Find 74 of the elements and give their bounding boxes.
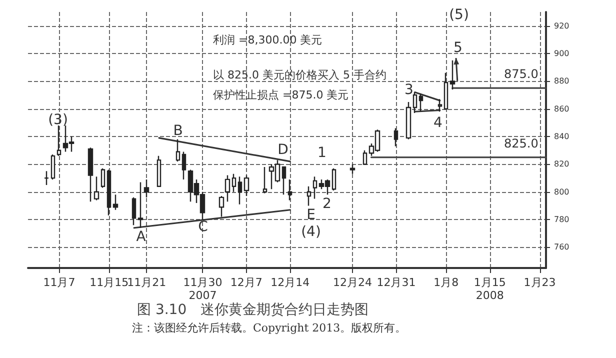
annotation: (5) [449, 7, 469, 23]
x-tick-label: 12月24 [333, 276, 372, 289]
series-label: 875.0 [504, 67, 538, 82]
annotation: E [306, 207, 316, 223]
y-tick-label: 820 [554, 160, 570, 169]
candlestick [94, 176, 100, 201]
candlestick [156, 155, 162, 187]
candlestick [238, 176, 242, 205]
x-tick-label: 12月7 [230, 276, 262, 289]
annotation: 2 [322, 196, 332, 212]
x-tick-label: 1月15 2008 [474, 276, 506, 302]
candlestick [362, 150, 368, 165]
x-tick-label: 11月7 [43, 276, 76, 289]
annotation: 4 [434, 115, 443, 131]
candlestick [224, 174, 230, 202]
candlestick [306, 186, 312, 206]
x-tick-label: 1月23 [524, 276, 556, 289]
y-tick-label: 900 [554, 49, 570, 58]
candlestick [232, 173, 236, 192]
candlestick [350, 164, 356, 175]
candlestick [112, 194, 118, 210]
candlestick [176, 138, 180, 162]
y-tick-label: 840 [554, 132, 570, 142]
candlestick [44, 170, 50, 186]
x-tick-label: 12月14 [270, 276, 310, 289]
x-tick-label: 1月8 [434, 276, 459, 289]
annotation: 5 [454, 40, 462, 56]
text: 图 3.10 迷你黄金期货合约日走势图 [137, 302, 369, 318]
candlestick [56, 124, 62, 157]
y-tick-label: 920 [554, 21, 570, 30]
candlestick [262, 166, 268, 194]
x-tick-label: 11月30 2007 [183, 276, 222, 302]
candlestick [394, 128, 398, 147]
candlestick [50, 154, 56, 180]
x-tick-label: 12月31 [376, 276, 416, 289]
annotation: 利润 =8,300.00 美元 [213, 34, 322, 46]
annotation: (3) [48, 112, 68, 128]
y-tick-label: 760 [554, 242, 570, 252]
candlestick [218, 195, 224, 218]
candlestick [100, 168, 106, 188]
y-tick-label: 860 [554, 104, 570, 114]
series-label: 825.0 [504, 136, 538, 150]
x-tick-label: 11月15 [90, 276, 129, 289]
candlestick [444, 72, 448, 110]
candlestick [182, 151, 186, 180]
annotation: 3 [404, 82, 414, 98]
annotation: C [198, 219, 208, 235]
candlestick [132, 196, 136, 226]
candlestick [144, 178, 150, 198]
annotation: A [136, 229, 146, 245]
y-tick-label: 880 [554, 76, 570, 86]
candlestick [406, 101, 412, 140]
candlestick [88, 147, 94, 202]
candlestick [282, 166, 286, 196]
candlestick [288, 178, 292, 201]
candlestick [412, 92, 418, 114]
x-tick-label: 11月21 [127, 276, 166, 289]
candlestick [106, 169, 112, 216]
candlestick [438, 98, 442, 112]
candlestick [138, 182, 144, 228]
annotation: D [278, 142, 288, 158]
annotation: B [173, 123, 183, 139]
annotation: 保护性止损点 =875.0 美元 [213, 88, 349, 102]
text: 注：该图经允许后转载。Copyright 2013。版权所有。 [132, 322, 406, 334]
annotation: 以 825.0 美元的价格买入 5 手合约 [213, 68, 386, 82]
candlestick [418, 93, 424, 112]
annotation: 1 [318, 145, 326, 161]
y-tick-label: 800 [554, 187, 570, 196]
candlestick [312, 176, 318, 200]
y-tick-label: 780 [554, 215, 570, 224]
candlestick [450, 60, 456, 90]
annotation: (4) [301, 224, 321, 240]
candlestick [244, 174, 250, 197]
candlestick [332, 168, 336, 192]
